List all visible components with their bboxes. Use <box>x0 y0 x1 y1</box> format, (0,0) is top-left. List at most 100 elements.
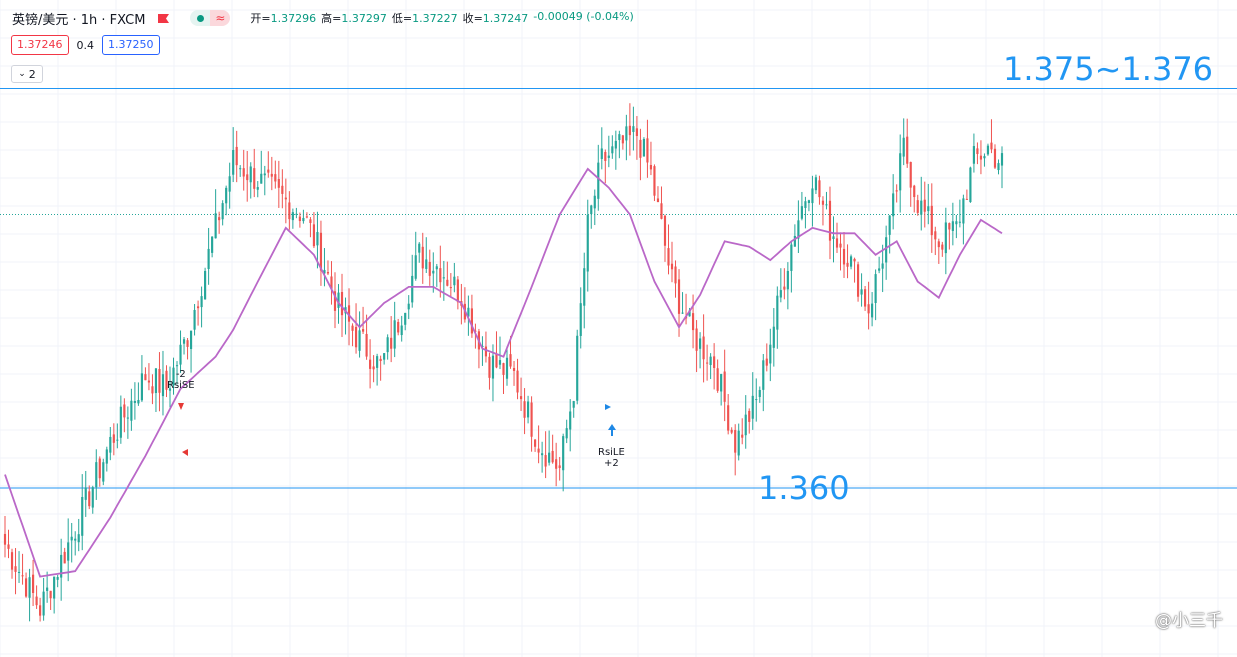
candle-body <box>713 356 716 368</box>
candle-body <box>944 222 947 254</box>
candle-body <box>814 177 818 191</box>
candle-body <box>358 330 361 351</box>
candle-body <box>727 405 730 431</box>
candle-body <box>920 200 923 215</box>
resistance-level-label: 1.375~1.376 <box>1003 50 1214 88</box>
candle-body <box>534 439 537 447</box>
candle-body <box>284 197 287 200</box>
candle-body <box>691 313 695 331</box>
candle-body <box>53 576 56 599</box>
candle-body <box>119 406 122 438</box>
candle-body <box>656 198 660 202</box>
candle-body <box>695 328 698 351</box>
candle-body <box>769 344 772 364</box>
candle-body <box>562 436 565 471</box>
candle-body <box>941 244 944 250</box>
sell-price-button[interactable]: 1.37246 <box>11 35 69 55</box>
ohlc-close: 收=1.37247 <box>462 12 529 25</box>
candle-body <box>611 146 614 154</box>
candle-body <box>386 337 389 353</box>
candle-body <box>786 270 789 290</box>
candle-body <box>849 256 853 267</box>
candle-body <box>182 339 186 344</box>
candle-body <box>832 236 835 240</box>
candle-body <box>793 235 796 247</box>
candle-body <box>323 269 326 274</box>
buy-price-button[interactable]: 1.37250 <box>102 35 160 55</box>
candle-body <box>63 551 66 564</box>
candle-body <box>168 388 172 391</box>
candle-body <box>565 428 568 439</box>
status-wave-icon: ≈ <box>210 10 231 26</box>
candle-body <box>200 296 203 308</box>
candle-body <box>649 164 653 170</box>
candle-body <box>172 367 175 386</box>
candle-body <box>221 203 224 220</box>
candle-body <box>758 389 761 398</box>
candle-body <box>576 335 579 401</box>
candle-body <box>239 168 242 170</box>
candle-body <box>242 168 245 177</box>
candle-body <box>432 270 435 274</box>
candle-body <box>67 542 70 561</box>
candle-body <box>130 400 133 421</box>
candle-body <box>453 276 456 286</box>
candle-body <box>804 201 807 208</box>
candle-body <box>997 163 1000 171</box>
candle-body <box>467 307 470 317</box>
flag-icon[interactable] <box>157 13 170 24</box>
candle-body <box>818 180 821 198</box>
candle-body <box>779 290 782 298</box>
candle-body <box>551 450 554 463</box>
candle-body <box>372 366 375 370</box>
candle-body <box>951 221 954 232</box>
candle-body <box>379 358 382 362</box>
candle-body <box>853 258 856 262</box>
candle-body <box>797 220 800 239</box>
candle-body <box>326 272 330 274</box>
candle-body <box>7 544 10 549</box>
indicators-toggle-button[interactable]: ⌄ 2 <box>11 65 43 83</box>
candle-body <box>544 455 547 467</box>
candle-body <box>751 395 754 419</box>
candle-body <box>548 452 551 463</box>
candle-body <box>670 263 674 270</box>
candle-body <box>225 187 228 204</box>
candle-body <box>196 306 200 309</box>
moving-average-line <box>4 167 1003 578</box>
candle-body <box>175 365 179 367</box>
candle-body <box>888 215 891 235</box>
candle-body <box>828 200 832 241</box>
candle-body <box>267 169 270 173</box>
candle-body <box>151 386 154 394</box>
candle-body <box>737 430 740 456</box>
candle-body <box>846 262 849 267</box>
candle-body <box>558 465 561 469</box>
symbol-title[interactable]: 英镑/美元 · 1h · FXCM <box>12 12 146 28</box>
candle-body <box>923 199 926 212</box>
candle-body <box>646 138 649 163</box>
candle-body <box>607 155 610 158</box>
candle-body <box>397 321 400 333</box>
candle-body <box>906 136 909 164</box>
candle-body <box>530 402 533 437</box>
candle-body <box>864 289 867 307</box>
candle-body <box>39 605 42 616</box>
quote-row: 1.37246 0.4 1.37250 <box>11 35 160 55</box>
candle-body <box>716 368 719 391</box>
candle-body <box>776 295 779 330</box>
candle-body <box>660 203 663 219</box>
candle-body <box>639 139 642 158</box>
short-signal-label: -2 RsiSE <box>167 369 195 391</box>
candle-body <box>867 304 870 314</box>
candle-body <box>934 231 937 240</box>
candle-body <box>625 126 628 141</box>
candle-body <box>491 355 495 379</box>
candle-body <box>256 187 259 190</box>
candle-body <box>351 325 354 331</box>
candle-body <box>885 237 888 263</box>
candle-body <box>28 577 31 598</box>
market-status-pill[interactable]: ≈ <box>190 10 231 26</box>
